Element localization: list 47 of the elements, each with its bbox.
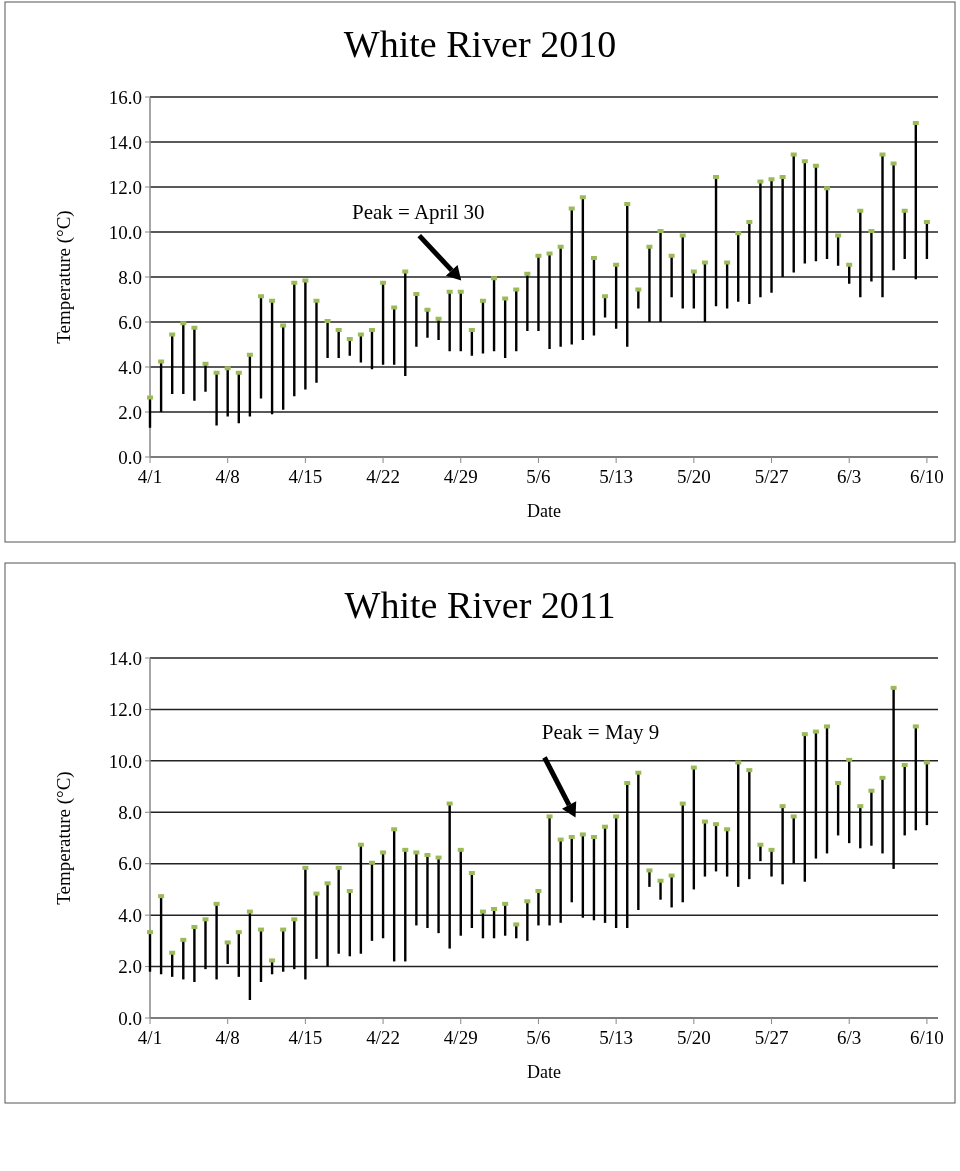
x-tick-label: 6/10 — [910, 466, 944, 487]
y-tick-label: 0.0 — [118, 1007, 142, 1029]
y-tick-label: 14.0 — [108, 647, 142, 669]
x-tick-label: 5/6 — [526, 466, 551, 487]
y-tick-label: 10.0 — [108, 221, 142, 243]
y-tick-label: 2.0 — [118, 401, 142, 423]
y-tick-label: 4.0 — [118, 904, 142, 926]
x-tick-label: 4/15 — [288, 1027, 323, 1048]
y-tick-label: 4.0 — [118, 356, 142, 378]
x-tick-label: 4/8 — [215, 466, 240, 487]
annotation: Peak = May 9 — [541, 720, 660, 745]
y-tick-label: 0.0 — [118, 446, 142, 468]
x-tick-label: 5/6 — [526, 1027, 551, 1048]
y-tick-label: 8.0 — [118, 266, 142, 288]
y-tick-label: 6.0 — [118, 311, 142, 333]
x-tick-label: 6/3 — [837, 466, 862, 487]
x-tick-label: 4/15 — [288, 466, 323, 487]
y-tick-label: 16.0 — [108, 86, 142, 108]
x-tick-label: 4/29 — [443, 1027, 478, 1048]
y-tick-label: 10.0 — [108, 750, 142, 772]
x-tick-label: 4/29 — [443, 466, 478, 487]
x-tick-label: 4/1 — [137, 466, 163, 487]
x-tick-label: 5/13 — [599, 1027, 634, 1048]
x-tick-label: 5/20 — [676, 1027, 711, 1048]
x-tick-label: 5/27 — [754, 1027, 789, 1048]
y-axis-title: Temperature (°C) — [53, 771, 75, 905]
x-tick-label: 4/22 — [366, 1027, 400, 1048]
y-tick-label: 6.0 — [118, 853, 142, 875]
chart-title: White River 2011 — [344, 584, 616, 626]
chart-title: White River 2010 — [343, 23, 617, 65]
x-tick-label: 5/13 — [599, 466, 634, 487]
x-axis-title: Date — [527, 1062, 561, 1082]
x-tick-label: 4/8 — [215, 1027, 240, 1048]
y-axis-title: Temperature (°C) — [53, 210, 75, 344]
x-tick-label: 5/27 — [754, 466, 789, 487]
y-tick-label: 8.0 — [118, 801, 142, 823]
x-tick-label: 6/10 — [910, 1027, 944, 1048]
x-tick-label: 6/3 — [837, 1027, 862, 1048]
y-tick-label: 12.0 — [108, 699, 142, 721]
annotation: Peak = April 30 — [351, 199, 485, 224]
y-tick-label: 14.0 — [108, 131, 142, 153]
x-tick-label: 5/20 — [676, 466, 711, 487]
x-tick-label: 4/22 — [366, 466, 400, 487]
y-tick-label: 12.0 — [108, 176, 142, 198]
y-tick-label: 2.0 — [118, 956, 142, 978]
x-tick-label: 4/1 — [137, 1027, 163, 1048]
x-axis-title: Date — [527, 501, 561, 521]
